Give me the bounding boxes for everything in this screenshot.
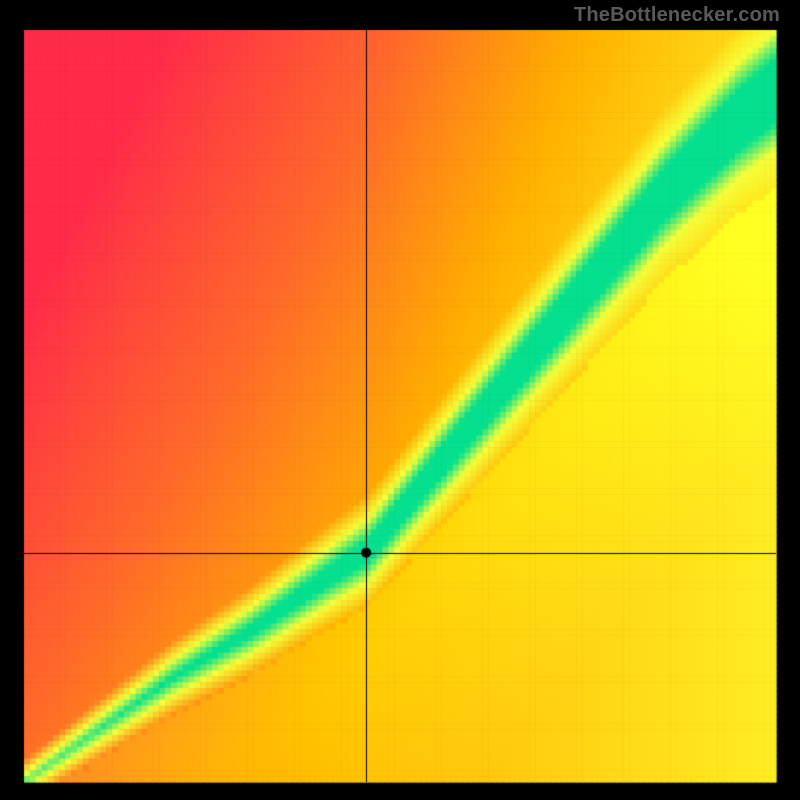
bottleneck-heatmap [0,0,800,800]
watermark-text: TheBottlenecker.com [574,4,780,27]
